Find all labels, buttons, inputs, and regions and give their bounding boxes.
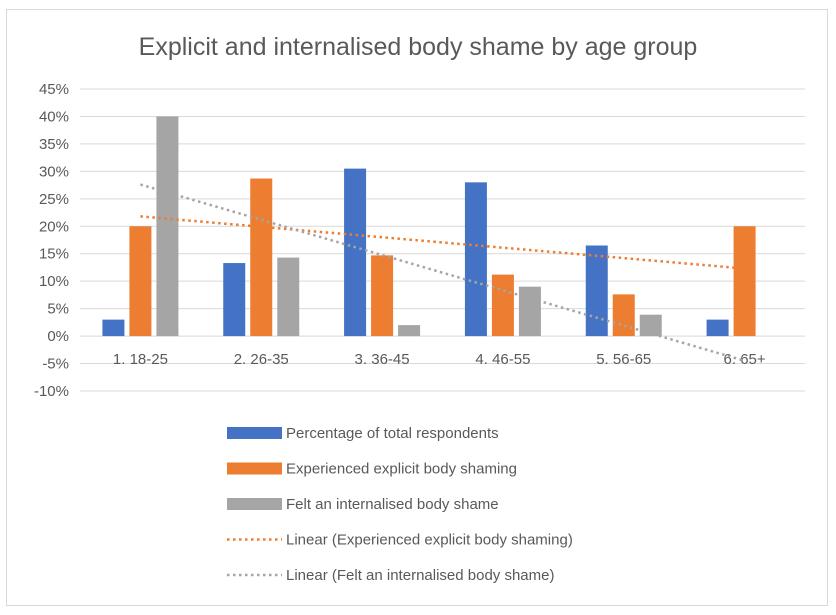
y-axis-ticks: 45% 40% 35% 30% 25% 20% 15% 10% 5% 0% -5% -10% [34,81,69,400]
legend-label: Experienced explicit body shaming [286,461,517,478]
y-tick-label: 20% [39,218,69,235]
gridlines [80,88,805,392]
y-tick-label: 45% [39,81,69,98]
bar-felt-an-internalised-body-shame-5 [639,314,662,337]
bar-experienced-explicit-body-shaming-3 [371,255,394,337]
legend-label: Percentage of total respondents [286,425,499,442]
legend: Percentage of total respondents Experienc… [227,425,573,584]
trendlines [140,183,745,362]
x-tick-label: 2. 26-35 [234,351,289,368]
x-tick-label: 6. 65+ [724,351,766,368]
y-tick-label: 5% [47,301,69,318]
y-tick-label: 0% [47,328,69,345]
legend-swatch-3 [227,498,282,510]
bar-experienced-explicit-body-shaming-4 [491,274,514,337]
bar-experienced-explicit-body-shaming-1 [129,226,152,337]
x-tick-label: 5. 56-65 [596,351,651,368]
bar-percentage-of-total-respondents-3 [344,168,367,337]
bar-felt-an-internalised-body-shame-3 [398,325,421,337]
y-tick-label: -10% [34,383,69,400]
x-tick-label: 4. 46-55 [475,351,530,368]
bar-percentage-of-total-respondents-1 [102,319,125,337]
legend-label: Linear (Felt an internalised body shame) [286,567,554,584]
trendline-1 [140,215,745,270]
y-tick-label: 30% [39,163,69,180]
x-tick-label: 1. 18-25 [113,351,168,368]
legend-label: Felt an internalised body shame [286,496,499,513]
bar-experienced-explicit-body-shaming-5 [612,294,635,337]
legend-label: Linear (Experienced explicit body shamin… [286,532,573,549]
bar-percentage-of-total-respondents-2 [223,263,246,337]
chart-title: Explicit and internalised body shame by … [139,33,698,61]
bar-felt-an-internalised-body-shame-1 [156,116,179,337]
y-tick-label: 35% [39,136,69,153]
bars [102,116,756,337]
y-tick-label: 25% [39,191,69,208]
y-tick-label: 15% [39,246,69,263]
y-tick-label: -5% [42,356,69,373]
x-tick-label: 3. 36-45 [355,351,410,368]
bar-percentage-of-total-respondents-6 [706,319,729,337]
x-axis-ticks: 1. 18-25 2. 26-35 3. 36-45 4. 46-55 5. 56-65… [113,351,766,368]
y-tick-label: 10% [39,273,69,290]
legend-swatch-2 [227,462,282,475]
bar-experienced-explicit-body-shaming-6 [733,226,756,337]
legend-swatch-1 [227,427,282,439]
bar-percentage-of-total-respondents-4 [464,182,487,337]
bar-percentage-of-total-respondents-5 [585,245,608,337]
bar-experienced-explicit-body-shaming-2 [250,178,273,337]
bar-felt-an-internalised-body-shame-2 [277,257,300,337]
bar-felt-an-internalised-body-shame-4 [518,286,541,337]
y-tick-label: 40% [39,108,69,125]
trendline-2 [140,183,745,362]
